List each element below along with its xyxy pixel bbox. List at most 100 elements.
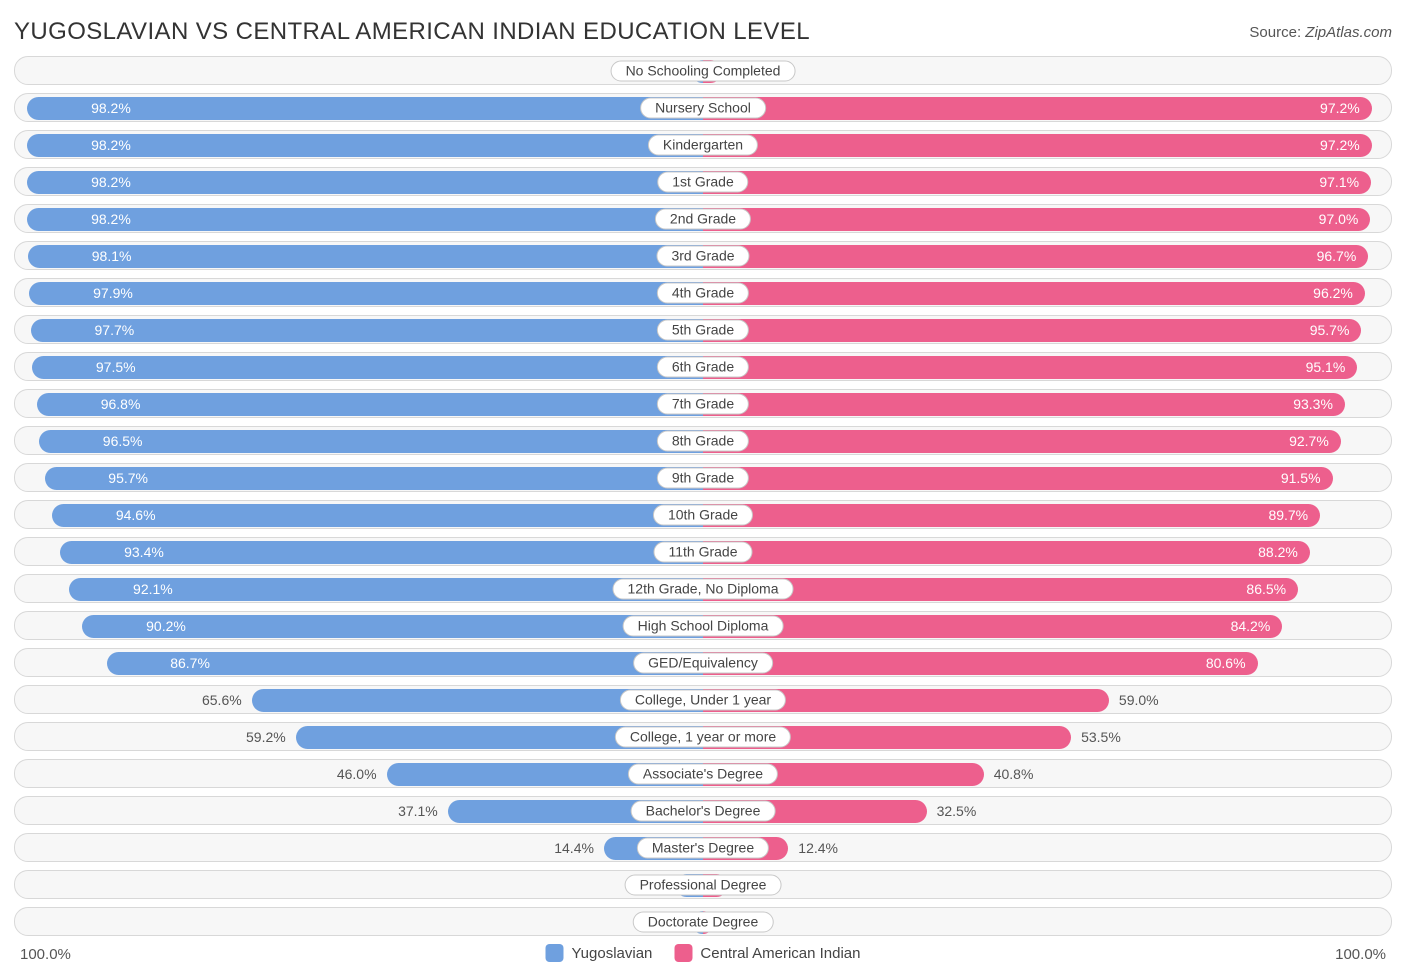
value-right: 59.0% bbox=[1109, 686, 1159, 715]
value-left: 90.2% bbox=[134, 612, 186, 641]
chart-row: 1.7%1.5%Doctorate Degree bbox=[14, 907, 1392, 936]
category-pill: Associate's Degree bbox=[628, 763, 778, 784]
bar-right bbox=[703, 652, 1258, 675]
bar-right bbox=[703, 615, 1282, 638]
value-left: 86.7% bbox=[158, 649, 210, 678]
chart-row: 59.2%53.5%College, 1 year or more bbox=[14, 722, 1392, 751]
legend-swatch-right bbox=[674, 944, 692, 962]
value-right: 89.7% bbox=[1268, 501, 1320, 530]
chart-row: 98.2%97.2%Kindergarten bbox=[14, 130, 1392, 159]
chart-row: 98.2% 97.2% Nursery School bbox=[14, 93, 1392, 122]
bar-right bbox=[703, 97, 1372, 120]
chart-row: 97.5%95.1%6th Grade bbox=[14, 352, 1392, 381]
chart-body: 1.8%2.8%No Schooling Completed98.2%97.2%… bbox=[14, 56, 1392, 936]
chart-row: 94.6%89.7%10th Grade bbox=[14, 500, 1392, 529]
legend-swatch-left bbox=[546, 944, 564, 962]
legend-item-left: Yugoslavian bbox=[546, 944, 653, 962]
value-right: 96.7% bbox=[1317, 242, 1369, 271]
chart-row: 93.4%88.2%11th Grade bbox=[14, 537, 1392, 566]
category-pill: 8th Grade bbox=[657, 430, 749, 451]
chart-row: 1.8%2.8%No Schooling Completed bbox=[14, 56, 1392, 85]
category-pill: GED/Equivalency bbox=[633, 652, 773, 673]
category-pill: 4th Grade bbox=[657, 282, 749, 303]
category-pill: College, Under 1 year bbox=[620, 689, 786, 710]
chart-row: 14.4%12.4%Master's Degree bbox=[14, 833, 1392, 862]
chart-row: 86.7% 80.6% GED/Equivalency bbox=[14, 648, 1392, 677]
chart-row: 96.8% 93.3% 7th Grade bbox=[14, 389, 1392, 418]
bar-right bbox=[703, 134, 1372, 157]
legend-label-right: Central American Indian bbox=[700, 945, 860, 962]
value-right: 40.8% bbox=[984, 760, 1034, 789]
chart-row: 98.1%96.7%3rd Grade bbox=[14, 241, 1392, 270]
value-right: 86.5% bbox=[1246, 575, 1298, 604]
legend-label-left: Yugoslavian bbox=[572, 945, 653, 962]
value-right: 80.6% bbox=[1206, 649, 1258, 678]
category-pill: 7th Grade bbox=[657, 393, 749, 414]
category-pill: 2nd Grade bbox=[655, 208, 751, 229]
chart-row: 37.1% 32.5% Bachelor's Degree bbox=[14, 796, 1392, 825]
source-label: Source: bbox=[1249, 24, 1305, 41]
axis-max-right: 100.0% bbox=[1335, 946, 1386, 963]
value-left: 96.8% bbox=[89, 390, 141, 419]
value-left: 92.1% bbox=[121, 575, 173, 604]
category-pill: Master's Degree bbox=[637, 837, 769, 858]
bar-right bbox=[703, 430, 1341, 453]
category-pill: Doctorate Degree bbox=[633, 911, 774, 932]
value-right: 32.5% bbox=[927, 797, 977, 826]
chart-row: 46.0% 40.8% Associate's Degree bbox=[14, 759, 1392, 788]
value-right: 95.1% bbox=[1306, 353, 1358, 382]
bar-right bbox=[703, 393, 1345, 416]
chart-footer: 100.0% Yugoslavian Central American Indi… bbox=[14, 944, 1392, 970]
chart-row: 98.2%97.0%2nd Grade bbox=[14, 204, 1392, 233]
value-right: 53.5% bbox=[1071, 723, 1121, 752]
chart-row: 4.1%3.6%Professional Degree bbox=[14, 870, 1392, 899]
value-left: 98.2% bbox=[79, 131, 131, 160]
value-right: 96.2% bbox=[1313, 279, 1365, 308]
category-pill: Nursery School bbox=[640, 97, 766, 118]
category-pill: 11th Grade bbox=[653, 541, 752, 562]
value-right: 91.5% bbox=[1281, 464, 1333, 493]
value-right: 95.7% bbox=[1310, 316, 1362, 345]
category-pill: 3rd Grade bbox=[656, 245, 749, 266]
category-pill: Kindergarten bbox=[648, 134, 758, 155]
category-pill: 1st Grade bbox=[657, 171, 748, 192]
value-left: 98.2% bbox=[79, 168, 131, 197]
value-left: 46.0% bbox=[337, 760, 387, 789]
bar-right bbox=[703, 356, 1357, 379]
bar-right bbox=[703, 504, 1320, 527]
chart-row: 90.2%84.2%High School Diploma bbox=[14, 611, 1392, 640]
category-pill: No Schooling Completed bbox=[611, 60, 796, 81]
category-pill: High School Diploma bbox=[623, 615, 784, 636]
value-left: 97.7% bbox=[83, 316, 135, 345]
value-left: 37.1% bbox=[398, 797, 448, 826]
chart-legend: Yugoslavian Central American Indian bbox=[546, 944, 861, 962]
category-pill: 5th Grade bbox=[657, 319, 749, 340]
chart-header: YUGOSLAVIAN VS CENTRAL AMERICAN INDIAN E… bbox=[14, 18, 1392, 46]
source-name: ZipAtlas.com bbox=[1305, 24, 1392, 41]
value-right: 97.2% bbox=[1320, 94, 1372, 123]
value-left: 93.4% bbox=[112, 538, 164, 567]
legend-item-right: Central American Indian bbox=[674, 944, 860, 962]
category-pill: 10th Grade bbox=[653, 504, 753, 525]
category-pill: 6th Grade bbox=[657, 356, 749, 377]
category-pill: 9th Grade bbox=[657, 467, 749, 488]
bar-right bbox=[703, 541, 1310, 564]
value-left: 97.9% bbox=[81, 279, 133, 308]
value-left: 14.4% bbox=[554, 834, 604, 863]
chart-row: 97.7% 95.7% 5th Grade bbox=[14, 315, 1392, 344]
bar-right bbox=[703, 282, 1365, 305]
value-right: 97.1% bbox=[1319, 168, 1371, 197]
bar-right bbox=[703, 171, 1371, 194]
category-pill: 12th Grade, No Diploma bbox=[613, 578, 794, 599]
chart-row: 92.1% 86.5% 12th Grade, No Diploma bbox=[14, 574, 1392, 603]
axis-max-left: 100.0% bbox=[20, 946, 71, 963]
category-pill: Professional Degree bbox=[625, 874, 782, 895]
value-right: 92.7% bbox=[1289, 427, 1341, 456]
chart-row: 96.5%92.7%8th Grade bbox=[14, 426, 1392, 455]
value-right: 93.3% bbox=[1293, 390, 1345, 419]
value-left: 98.2% bbox=[79, 94, 131, 123]
category-pill: Bachelor's Degree bbox=[631, 800, 776, 821]
bar-right bbox=[703, 245, 1368, 268]
value-left: 59.2% bbox=[246, 723, 296, 752]
chart-row: 98.2% 97.1% 1st Grade bbox=[14, 167, 1392, 196]
